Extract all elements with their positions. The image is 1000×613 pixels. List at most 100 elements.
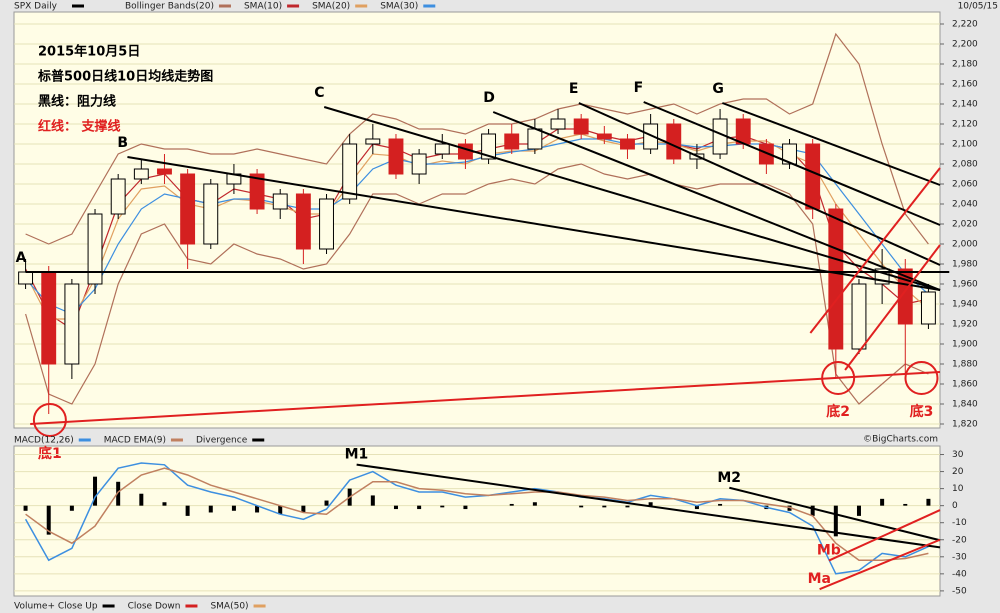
y-tick-label: 1,920 bbox=[952, 320, 978, 330]
divergence-bar bbox=[440, 505, 445, 508]
chart-date: 10/05/15 bbox=[958, 2, 998, 12]
divergence-bar bbox=[856, 505, 861, 516]
candle-body bbox=[249, 173, 265, 210]
candle-body bbox=[18, 271, 34, 285]
trend-line bbox=[643, 101, 941, 226]
divergence-bar bbox=[185, 505, 190, 516]
candle-body bbox=[527, 128, 543, 150]
candle-body bbox=[157, 168, 172, 175]
trend-label: M2 bbox=[717, 470, 741, 486]
divergence-bar bbox=[694, 505, 699, 510]
macd-line bbox=[25, 467, 929, 561]
divergence-bar bbox=[579, 505, 584, 508]
legend-label: MACD EMA(9) bbox=[104, 436, 166, 446]
bottom-label: 底3 bbox=[910, 403, 934, 420]
candle-body bbox=[64, 283, 80, 365]
y-tick-label: 1,980 bbox=[952, 260, 978, 270]
legend-label: SMA(30) bbox=[380, 2, 418, 12]
candle-body bbox=[388, 138, 404, 175]
bottom-circle bbox=[821, 361, 856, 395]
divergence-bar bbox=[787, 505, 792, 511]
trend-line bbox=[578, 102, 941, 266]
sma-line bbox=[25, 138, 929, 315]
trend-line bbox=[492, 111, 941, 291]
candle-body bbox=[295, 193, 311, 250]
candle-body bbox=[342, 143, 358, 200]
macd-line bbox=[24, 462, 929, 575]
y-tick-label: 1,820 bbox=[952, 420, 978, 430]
y-tick-label: -10 bbox=[952, 518, 967, 528]
trend-line bbox=[844, 244, 941, 371]
trend-line bbox=[729, 486, 941, 542]
trend-line bbox=[722, 102, 941, 186]
trend-label: M1 bbox=[345, 447, 369, 463]
candle-body bbox=[41, 271, 57, 365]
candle-body bbox=[782, 143, 797, 165]
legend-label: Close Down bbox=[128, 602, 181, 612]
legend-swatch bbox=[423, 4, 436, 8]
candle-body bbox=[481, 133, 497, 160]
trend-label: Mb bbox=[817, 543, 841, 559]
legend-label: SMA(10) bbox=[244, 2, 282, 12]
divergence-bar bbox=[255, 505, 260, 513]
trend-label: F bbox=[634, 80, 644, 96]
y-tick-label: 2,220 bbox=[952, 20, 978, 30]
y-tick-label: 2,100 bbox=[952, 140, 978, 150]
trend-label: G bbox=[712, 81, 724, 97]
y-tick-label: 1,860 bbox=[952, 380, 978, 390]
band-lower bbox=[25, 163, 929, 405]
divergence-bar bbox=[833, 505, 838, 537]
candle-body bbox=[596, 133, 612, 140]
legend-swatch bbox=[102, 604, 115, 608]
y-tick-label: 2,080 bbox=[952, 160, 978, 170]
y-tick-label: 10 bbox=[952, 484, 964, 494]
y-tick-label: 2,140 bbox=[952, 100, 978, 110]
divergence-bar bbox=[370, 495, 375, 506]
trend-label: C bbox=[314, 85, 324, 101]
y-tick-label: 1,960 bbox=[952, 280, 978, 290]
candle-body bbox=[805, 143, 821, 210]
legend-label: SMA(50) bbox=[210, 602, 248, 612]
divergence-bar bbox=[116, 481, 121, 506]
trend-line bbox=[323, 106, 941, 291]
candle-body bbox=[920, 291, 936, 325]
legend-swatch bbox=[287, 4, 300, 8]
y-tick-label: 1,900 bbox=[952, 340, 978, 350]
price-panel bbox=[13, 11, 941, 429]
candle-body bbox=[411, 153, 427, 175]
note: 黑线：阻力线 bbox=[38, 94, 116, 110]
y-tick-label: 2,000 bbox=[952, 240, 978, 250]
legend-swatch bbox=[78, 438, 91, 442]
divergence-bar bbox=[324, 500, 329, 506]
divergence-bar bbox=[903, 503, 908, 506]
legend-label: Divergence bbox=[196, 436, 248, 446]
divergence-bar bbox=[509, 503, 514, 506]
divergence-bar bbox=[93, 476, 98, 506]
trend-label: Ma bbox=[808, 571, 831, 587]
candle-body bbox=[828, 208, 844, 350]
y-tick-label: 2,160 bbox=[952, 80, 978, 90]
y-tick-label: -50 bbox=[952, 586, 967, 596]
trend-line bbox=[828, 509, 941, 562]
note: 2015年10月5日 bbox=[38, 44, 140, 60]
y-tick-label: 1,840 bbox=[952, 400, 978, 410]
candle-body bbox=[180, 173, 196, 245]
divergence-bar bbox=[926, 498, 931, 506]
y-tick-label: -40 bbox=[952, 569, 967, 579]
divergence-bar bbox=[46, 505, 51, 535]
candle-body bbox=[319, 198, 334, 250]
divergence-bar bbox=[417, 505, 422, 510]
y-tick-label: 30 bbox=[952, 450, 964, 460]
candle-body bbox=[550, 118, 566, 130]
y-tick-label: 20 bbox=[952, 467, 964, 477]
divergence-bar bbox=[69, 505, 74, 511]
trend-line bbox=[30, 371, 941, 425]
trend-line bbox=[356, 463, 941, 549]
candle-body bbox=[851, 283, 867, 350]
y-tick-label: 2,020 bbox=[952, 220, 978, 230]
legend-swatch bbox=[355, 4, 368, 8]
legend-swatch bbox=[185, 604, 198, 608]
divergence-bar bbox=[139, 493, 144, 506]
